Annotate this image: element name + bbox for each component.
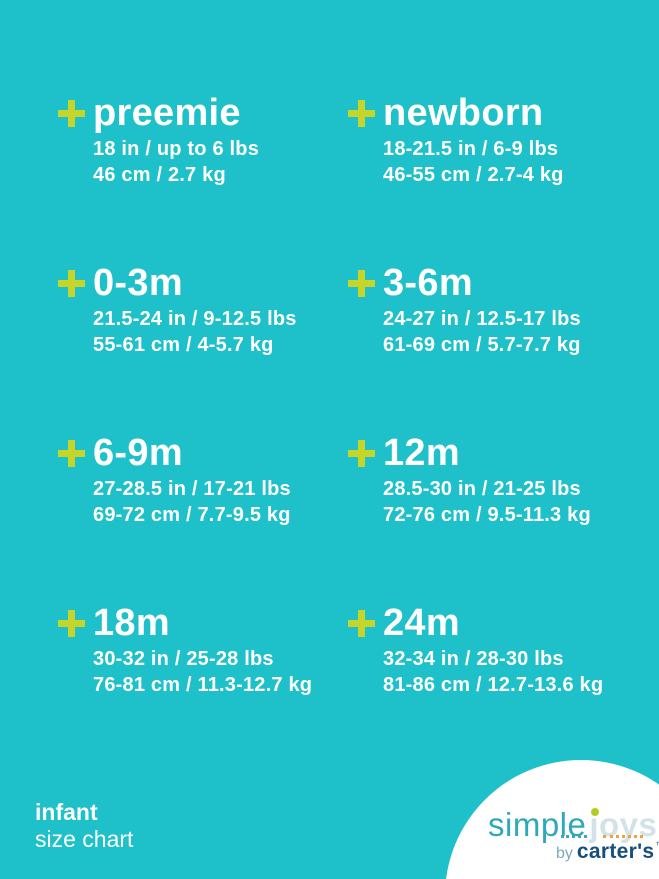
brand-logo: simple joys [488,806,657,844]
plus-icon [58,439,85,467]
size-header: 24m [348,602,603,644]
plus-icon [348,269,375,297]
size-details: 32-34 in / 28-30 lbs 81-86 cm / 12.7-13.… [383,646,603,698]
size-metric: 76-81 cm / 11.3-12.7 kg [93,674,313,696]
size-details: 18 in / up to 6 lbs 46 cm / 2.7 kg [93,136,259,188]
size-header: preemie [58,92,259,134]
size-header: 18m [58,602,312,644]
logo-word-simple: simple [488,806,587,843]
chart-title-line2: size chart [35,826,134,852]
size-entry-preemie: preemie 18 in / up to 6 lbs 46 cm / 2.7 … [58,92,259,188]
plus-icon [348,439,375,467]
size-metric: 81-86 cm / 12.7-13.6 kg [383,674,604,696]
size-metric: 55-61 cm / 4-5.7 kg [93,334,274,356]
size-header: 3-6m [348,262,581,304]
size-details: 24-27 in / 12.5-17 lbs 61-69 cm / 5.7-7.… [383,306,581,358]
plus-icon [348,609,375,637]
size-metric: 46-55 cm / 2.7-4 kg [383,164,564,186]
size-entry-3-6m: 3-6m 24-27 in / 12.5-17 lbs 61-69 cm / 5… [348,262,581,358]
size-metric: 61-69 cm / 5.7-7.7 kg [383,334,581,356]
size-label: 3-6m [383,262,473,304]
size-metric: 72-76 cm / 9.5-11.3 kg [383,504,591,526]
size-entry-newborn: newborn 18-21.5 in / 6-9 lbs 46-55 cm / … [348,92,564,188]
logo-dotted-underline-left-icon [561,835,587,838]
logo-wordmark: simple joys [488,806,657,844]
size-imperial: 27-28.5 in / 17-21 lbs [93,478,291,500]
plus-icon [58,269,85,297]
size-header: newborn [348,92,564,134]
size-details: 27-28.5 in / 17-21 lbs 69-72 cm / 7.7-9.… [93,476,291,528]
size-label: 12m [383,432,460,474]
size-imperial: 30-32 in / 25-28 lbs [93,648,274,670]
size-imperial: 18-21.5 in / 6-9 lbs [383,138,559,160]
size-header: 12m [348,432,591,474]
size-entry-6-9m: 6-9m 27-28.5 in / 17-21 lbs 69-72 cm / 7… [58,432,291,528]
logo-by-text: by [556,845,573,862]
size-imperial: 28.5-30 in / 21-25 lbs [383,478,581,500]
size-entry-24m: 24m 32-34 in / 28-30 lbs 81-86 cm / 12.7… [348,602,603,698]
size-details: 21.5-24 in / 9-12.5 lbs 55-61 cm / 4-5.7… [93,306,297,358]
size-label: 24m [383,602,460,644]
plus-icon [58,609,85,637]
size-imperial: 32-34 in / 28-30 lbs [383,648,564,670]
size-entry-18m: 18m 30-32 in / 25-28 lbs 76-81 cm / 11.3… [58,602,312,698]
size-label: newborn [383,92,544,134]
size-header: 0-3m [58,262,297,304]
logo-dotted-underline-right-icon [603,835,643,838]
size-metric: 46 cm / 2.7 kg [93,164,226,186]
size-header: 6-9m [58,432,291,474]
size-label: 18m [93,602,170,644]
logo-trademark: ™ [655,840,659,850]
size-label: 6-9m [93,432,183,474]
size-label: preemie [93,92,241,134]
size-entry-12m: 12m 28.5-30 in / 21-25 lbs 72-76 cm / 9.… [348,432,591,528]
size-entry-0-3m: 0-3m 21.5-24 in / 9-12.5 lbs 55-61 cm / … [58,262,297,358]
size-imperial: 18 in / up to 6 lbs [93,138,260,160]
logo-word-joys: joys [589,806,657,844]
size-details: 18-21.5 in / 6-9 lbs 46-55 cm / 2.7-4 kg [383,136,564,188]
plus-icon [348,99,375,127]
size-metric: 69-72 cm / 7.7-9.5 kg [93,504,291,526]
size-details: 30-32 in / 25-28 lbs 76-81 cm / 11.3-12.… [93,646,312,698]
logo-j-dot-icon [591,808,600,816]
plus-icon [58,99,85,127]
chart-title-line1: infant [35,799,98,825]
logo-byline: by carter's ™ [556,840,659,864]
size-details: 28.5-30 in / 21-25 lbs 72-76 cm / 9.5-11… [383,476,591,528]
size-label: 0-3m [93,262,183,304]
logo-brand-name: carter's [576,840,655,863]
size-imperial: 21.5-24 in / 9-12.5 lbs [93,308,297,330]
chart-title: infant size chart [35,799,133,853]
size-imperial: 24-27 in / 12.5-17 lbs [383,308,581,330]
